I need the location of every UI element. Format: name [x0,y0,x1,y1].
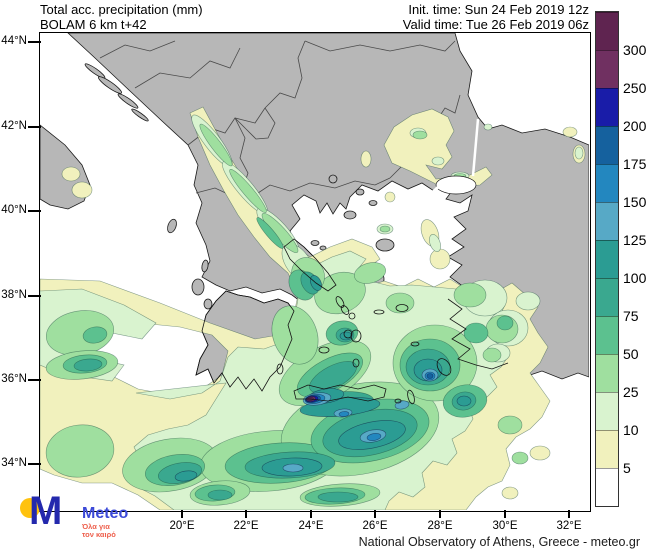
colorbar-segment [596,468,618,506]
header-right: Init. time: Sun 24 Feb 2019 12z Valid ti… [403,2,589,32]
colorbar-segment [596,126,618,164]
header-left: Total acc. precipitation (mm) BOLAM 6 km… [40,2,203,32]
meteo-logo: M Meteo Όλα για τον καιρό [18,490,188,548]
lat-tick [28,126,41,128]
ionian-islands [167,218,213,310]
colorbar-segment [596,240,618,278]
peloponnese-outline [195,290,295,392]
colorbar-segment [596,164,618,202]
logo-tagline-line2: τον καιρό [82,530,116,539]
lat-tick [28,210,41,212]
colorbar-label: 50 [623,346,639,362]
colorbar-segment [596,316,618,354]
colorbar-segment [596,50,618,88]
colorbar-label: 10 [623,422,639,438]
southwest-turkey-coast [447,298,509,370]
model-line: BOLAM 6 km t+42 [40,17,147,32]
lat-tick-label: 40°N [1,204,27,216]
crete-outline [293,384,387,402]
colorbar-label: 250 [623,80,647,96]
lon-tick-label: 30°E [492,520,518,532]
lon-tick-label: 32°E [556,520,582,532]
colorbar-segment [596,354,618,392]
lat-tick [28,379,41,381]
lon-tick-label: 28°E [427,520,453,532]
lon-tick [310,510,312,518]
colorbar-segment [596,202,618,240]
lon-tick [439,510,441,518]
lon-tick-label: 26°E [362,520,388,532]
precipitation-layers [40,106,586,510]
valid-time: Valid time: Tue 26 Feb 2019 06z [402,17,589,32]
coastline-overlays [195,118,509,405]
colorbar [595,11,619,507]
dardanelles-strait [424,181,444,201]
colorbar-label: 200 [623,118,647,134]
bosphorus-strait [471,118,480,177]
logo-m-icon: M [29,489,63,533]
logo-brand-text: Meteo [82,505,129,522]
cyclades-dodecanese-outlines [276,296,452,405]
map-canvas [40,33,589,510]
logo-tagline-line1: Όλα για [82,522,110,531]
logo-tagline: Όλα για τον καιρό [82,523,116,539]
lat-tick-label: 34°N [1,457,27,469]
colorbar-segment [596,88,618,126]
colorbar-label: 25 [623,384,639,400]
sun-icon [20,498,40,518]
init-time: Init. time: Sun 24 Feb 2019 12z [408,2,589,17]
colorbar-label: 125 [623,232,647,248]
product-title: Total acc. precipitation (mm) [40,2,203,17]
colorbar-segment [596,430,618,468]
lon-tick [245,510,247,518]
colorbar-segment [596,12,618,50]
colorbar-segment [596,392,618,430]
sea-of-marmara [435,175,477,195]
lat-tick-label: 36°N [1,373,27,385]
colorbar-label: 5 [623,460,631,476]
colorbar-segment [596,278,618,316]
adriatic-islands [84,63,149,122]
lon-tick-label: 20°E [169,520,195,532]
attribution-text: National Observatory of Athens, Greece -… [358,535,640,549]
lon-tick-label: 24°E [298,520,324,532]
lon-tick [568,510,570,518]
lat-tick-label: 38°N [1,289,27,301]
lon-tick-label: 22°E [233,520,259,532]
colorbar-label: 175 [623,156,647,172]
lat-tick-label: 42°N [1,120,27,132]
lat-tick [28,463,41,465]
colorbar-label: 300 [623,42,647,58]
lat-tick-label: 44°N [1,35,27,47]
lat-tick [28,41,41,43]
colorbar-label: 100 [623,270,647,286]
lon-tick [374,510,376,518]
lon-tick [504,510,506,518]
evia-outline [283,238,337,292]
colorbar-label: 150 [623,194,647,210]
colorbar-label: 75 [623,308,639,324]
lat-tick [28,295,41,297]
precipitation-map [40,33,589,510]
lon-tick [181,510,183,518]
